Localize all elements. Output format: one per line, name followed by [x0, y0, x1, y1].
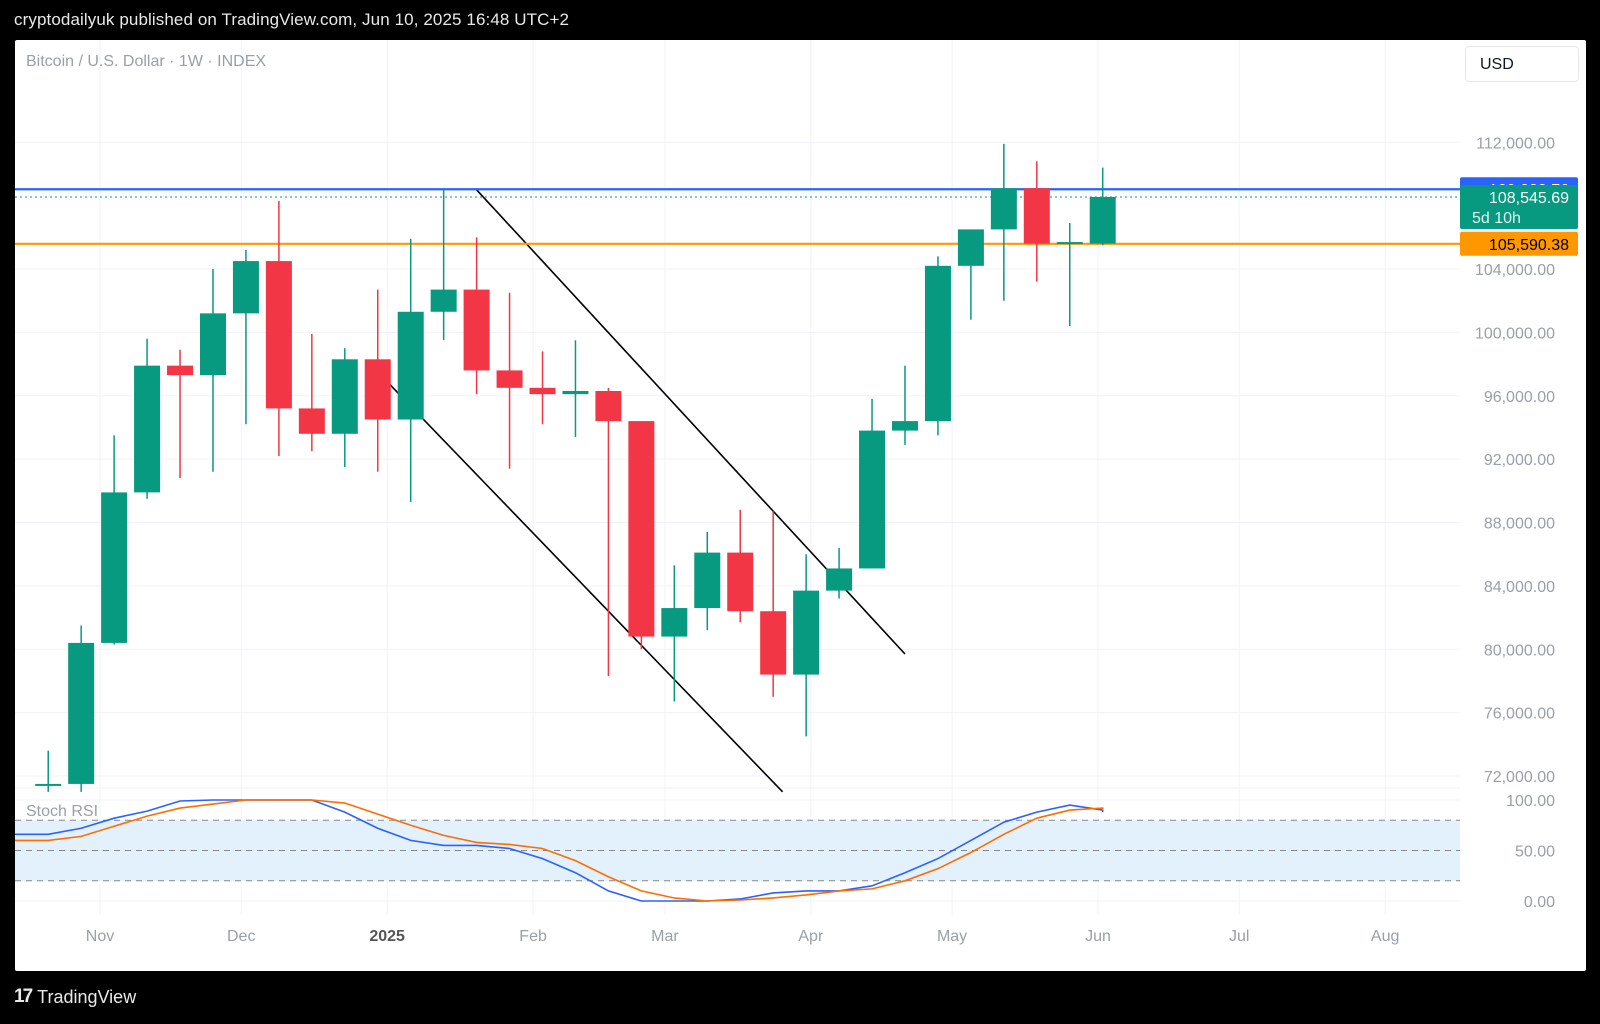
candle-body	[68, 642, 95, 784]
candle-body	[199, 313, 226, 376]
candle-body	[957, 229, 984, 266]
candle-body	[990, 188, 1017, 230]
candle-body	[232, 261, 259, 314]
stoch-tick-label: 100.00	[1506, 793, 1555, 810]
candlesticks	[35, 143, 1116, 792]
price-tick-label: 72,000.00	[1484, 769, 1555, 786]
chart-canvas[interactable]: Stoch RSI 112,000.00 104,000.00 100,000.00…	[15, 40, 1586, 971]
publisher-header: cryptodailyuk published on TradingView.c…	[14, 10, 570, 29]
candle-body	[628, 421, 655, 637]
chart-panel[interactable]: Stoch RSI 112,000.00 104,000.00 100,000.00…	[15, 40, 1586, 971]
price-tick-label: 112,000.00	[1476, 135, 1555, 152]
candle-body	[727, 552, 754, 612]
price-tick-label: 88,000.00	[1484, 516, 1555, 533]
footer-label: TradingView	[37, 986, 137, 1007]
stoch-k-line	[15, 799, 1104, 902]
price-tick-label: 84,000.00	[1484, 579, 1555, 596]
candle-body	[1089, 196, 1116, 244]
current-price-label: 108,545.69	[1489, 190, 1569, 207]
time-tick-label: Jun	[1085, 928, 1111, 945]
time-tick-label: 2025	[369, 928, 405, 945]
candle-body	[562, 390, 589, 395]
time-tick-label: Aug	[1371, 928, 1399, 945]
price-tick-label: 104,000.00	[1475, 262, 1555, 279]
stoch-rsi-bands	[15, 819, 1460, 882]
footer-brand[interactable]: 17 TradingView	[14, 986, 136, 1008]
price-tick-label: 80,000.00	[1484, 642, 1555, 659]
time-tick-label: Dec	[227, 928, 255, 945]
price-tick-label: 92,000.00	[1484, 452, 1555, 469]
candle-body	[859, 430, 886, 569]
price-lines	[15, 188, 1460, 245]
candle-body	[661, 608, 688, 637]
candle-body	[364, 359, 391, 420]
candle-body	[760, 611, 787, 675]
price-badge	[1460, 231, 1578, 256]
price-axis: 112,000.00 104,000.00 100,000.00 96,000.00 9…	[1460, 135, 1578, 911]
current-price-badge	[1460, 184, 1578, 229]
stoch-d-line	[15, 799, 1104, 902]
candle-body	[167, 365, 194, 376]
price-tick-label: 100,000.00	[1475, 325, 1555, 342]
candle-body	[101, 492, 128, 643]
candle-body	[265, 261, 292, 409]
price-tick-label: 76,000.00	[1484, 706, 1555, 723]
trendline	[377, 371, 784, 793]
time-tick-label: Feb	[519, 928, 547, 945]
stoch-band-fill	[15, 820, 1460, 881]
time-tick-label: Nov	[86, 928, 114, 945]
candle-body	[891, 421, 918, 431]
candle-body	[595, 390, 622, 422]
stoch-rsi-title: Stoch RSI	[26, 803, 98, 820]
candle-body	[35, 783, 62, 786]
price-badge-label: 105,590.38	[1489, 237, 1569, 254]
time-tick-label: May	[937, 928, 967, 945]
candle-body	[463, 289, 490, 371]
stoch-rsi-lines: Stoch RSI	[15, 799, 1104, 902]
candle-body	[331, 359, 358, 434]
grid-lines	[15, 40, 1460, 915]
candle-body	[397, 311, 424, 420]
symbol-title: Bitcoin / U.S. Dollar · 1W · INDEX	[26, 53, 267, 70]
time-axis: Nov Dec 2025 Feb Mar Apr May Jun Jul Aug	[86, 928, 1400, 945]
candle-body	[529, 387, 556, 395]
candle-body	[1056, 242, 1083, 245]
time-tick-label: Jul	[1229, 928, 1249, 945]
time-tick-label: Apr	[798, 928, 824, 945]
stoch-tick-label: 50.00	[1515, 844, 1555, 861]
currency-selector[interactable]: USD	[1465, 46, 1579, 82]
tradingview-logo-icon: 17	[14, 986, 33, 1007]
candle-body	[496, 370, 523, 388]
candle-body	[298, 408, 325, 434]
price-tick-label: 96,000.00	[1484, 389, 1555, 406]
candle-body	[134, 365, 161, 493]
candle-body	[1023, 188, 1050, 244]
candle-body	[430, 289, 457, 312]
stoch-tick-label: 0.00	[1524, 894, 1555, 911]
candle-body	[826, 568, 853, 591]
candle-body	[694, 552, 721, 609]
candle-body	[924, 265, 951, 422]
countdown-label: 5d 10h	[1472, 210, 1521, 227]
time-tick-label: Mar	[651, 928, 679, 945]
candle-body	[793, 590, 820, 675]
